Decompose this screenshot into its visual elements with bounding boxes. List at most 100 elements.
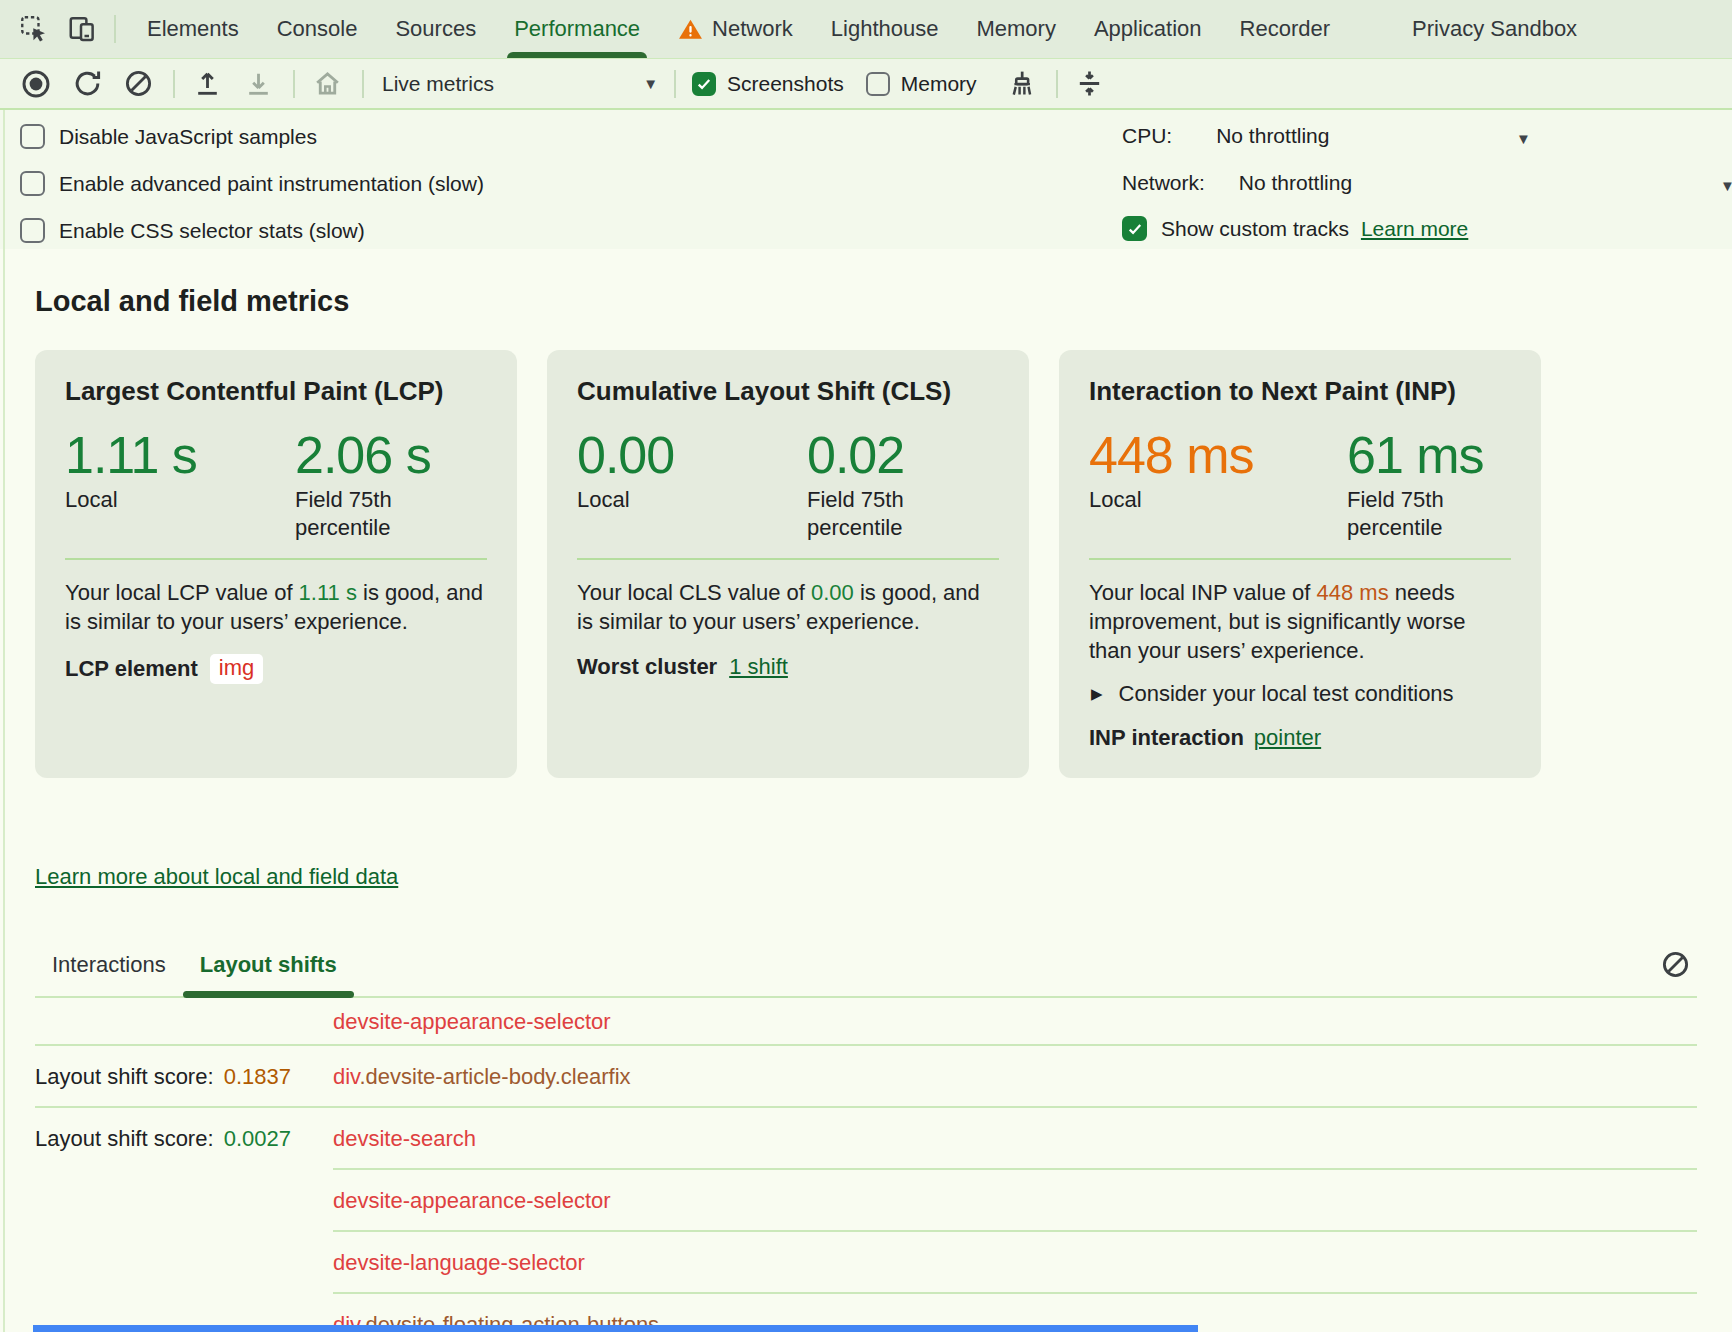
collapse-panel-button[interactable] <box>1074 68 1106 100</box>
check-icon <box>695 75 713 93</box>
cpu-throttling-select[interactable]: No throttling <box>1216 124 1329 148</box>
cpu-chevron-down-icon[interactable]: ▼ <box>1516 130 1531 147</box>
cls-card: Cumulative Layout Shift (CLS) 0.00 Local… <box>547 350 1029 778</box>
inp-card-title: Interaction to Next Paint (INP) <box>1089 376 1511 406</box>
tab-interactions[interactable]: Interactions <box>35 934 183 996</box>
learn-more-local-field-link[interactable]: Learn more about local and field data <box>35 864 398 889</box>
local-test-conditions-disclosure[interactable]: ▶ Consider your local test conditions <box>1089 681 1511 707</box>
cls-local-label: Local <box>577 486 727 514</box>
home-button[interactable] <box>311 68 343 100</box>
record-icon <box>20 68 52 100</box>
tab-sources[interactable]: Sources <box>376 0 495 58</box>
selection-highlight-bar <box>33 1325 1198 1332</box>
cpu-label: CPU: <box>1122 124 1172 148</box>
element-link[interactable]: div.devsite-article-body.clearfix <box>333 1064 631 1090</box>
score-label: Layout shift score: <box>35 1064 220 1089</box>
tab-memory[interactable]: Memory <box>957 0 1074 58</box>
clear-button[interactable] <box>122 68 154 100</box>
collapse-vertical-icon <box>1074 68 1105 99</box>
layout-shifts-list: devsite-appearance-selector Layout shift… <box>35 998 1697 1332</box>
memory-checkbox[interactable] <box>866 72 890 96</box>
tab-privacy-sandbox[interactable]: Privacy Sandbox <box>1393 0 1596 58</box>
custom-tracks-learn-more-link[interactable]: Learn more <box>1361 217 1468 241</box>
css-selector-stats-checkbox[interactable] <box>20 218 45 243</box>
divider <box>293 70 295 98</box>
inp-interaction-link[interactable]: pointer <box>1254 725 1321 751</box>
inp-local-value: 448 ms <box>1089 428 1337 482</box>
divider <box>577 558 999 560</box>
download-icon <box>243 68 274 99</box>
element-link[interactable]: devsite-search <box>333 1126 476 1152</box>
screenshots-checkbox[interactable] <box>692 72 716 96</box>
tab-layout-shifts[interactable]: Layout shifts <box>183 934 354 996</box>
cpu-throttling-row: CPU: No throttling <box>1122 124 1329 148</box>
divider <box>362 70 364 98</box>
tab-lighthouse[interactable]: Lighthouse <box>812 0 958 58</box>
tab-network[interactable]: Network <box>659 0 812 58</box>
tab-recorder[interactable]: Recorder <box>1221 0 1349 58</box>
network-chevron-down-icon[interactable]: ▼ <box>1720 177 1732 194</box>
inp-field-label: Field 75th percentile <box>1347 486 1497 542</box>
page-title: Local and field metrics <box>35 285 1697 318</box>
active-tab-indicator <box>507 52 647 58</box>
log-tabbar: Interactions Layout shifts <box>35 934 1697 998</box>
clear-icon <box>123 68 154 99</box>
network-label: Network: <box>1122 171 1205 195</box>
layout-shift-row: Layout shift score: 0.1837 div.devsite-a… <box>35 1046 1697 1108</box>
active-tab-indicator <box>183 991 354 998</box>
layout-shift-row: Layout shift score: 0.0027 devsite-searc… <box>35 1108 1697 1170</box>
disable-js-samples-label: Disable JavaScript samples <box>59 125 317 149</box>
devtools-tabbar: Elements Console Sources Performance Net… <box>0 0 1732 59</box>
clear-icon <box>1660 949 1691 980</box>
collect-garbage-button[interactable] <box>1005 68 1037 100</box>
toggle-device-toolbar-button[interactable] <box>64 11 100 47</box>
element-link[interactable]: devsite-language-selector <box>333 1250 585 1276</box>
inp-description: Your local INP value of 448 ms needs imp… <box>1089 578 1511 665</box>
device-toolbar-icon <box>67 14 97 44</box>
inp-card: Interaction to Next Paint (INP) 448 ms L… <box>1059 350 1541 778</box>
inspect-element-button[interactable] <box>16 11 52 47</box>
tab-console[interactable]: Console <box>258 0 377 58</box>
divider <box>1089 558 1511 560</box>
advanced-paint-checkbox[interactable] <box>20 171 45 196</box>
custom-tracks-row: Show custom tracks Learn more <box>1122 216 1468 241</box>
disclosure-triangle-icon: ▶ <box>1091 685 1103 703</box>
show-custom-tracks-label: Show custom tracks <box>1161 217 1349 241</box>
history-dropdown[interactable]: Live metrics ▼ <box>382 72 658 96</box>
worst-cluster-label: Worst cluster <box>577 654 717 680</box>
load-profile-button[interactable] <box>191 68 223 100</box>
upload-icon <box>192 68 223 99</box>
score-value: 0.0027 <box>224 1126 291 1151</box>
element-link[interactable]: devsite-appearance-selector <box>333 1188 611 1214</box>
disable-js-samples-checkbox[interactable] <box>20 124 45 149</box>
warning-icon <box>678 17 703 42</box>
worst-cluster-link[interactable]: 1 shift <box>729 654 788 680</box>
divider <box>173 70 175 98</box>
score-label: Layout shift score: <box>35 1126 220 1151</box>
layout-shift-row: devsite-language-selector <box>35 1232 1697 1294</box>
live-metrics-view: Local and field metrics Largest Contentf… <box>0 249 1732 1332</box>
advanced-paint-label: Enable advanced paint instrumentation (s… <box>59 172 484 196</box>
tab-application[interactable]: Application <box>1075 0 1221 58</box>
record-and-reload-button[interactable] <box>71 68 103 100</box>
network-throttling-select[interactable]: No throttling <box>1239 171 1352 195</box>
memory-checkbox-label: Memory <box>901 72 977 96</box>
save-profile-button[interactable] <box>242 68 274 100</box>
tab-elements[interactable]: Elements <box>128 0 258 58</box>
element-link[interactable]: devsite-appearance-selector <box>333 1009 611 1035</box>
check-icon <box>1126 220 1144 238</box>
lcp-element-link[interactable]: img <box>210 654 263 684</box>
record-button[interactable] <box>20 68 52 100</box>
divider <box>1056 70 1058 98</box>
lcp-local-label: Local <box>65 486 215 514</box>
network-throttling-row: Network: No throttling <box>1122 171 1352 195</box>
cls-field-label: Field 75th percentile <box>807 486 957 542</box>
tab-performance[interactable]: Performance <box>495 0 659 58</box>
home-icon <box>312 68 343 99</box>
clear-log-button[interactable] <box>1659 948 1691 980</box>
performance-toolbar: Live metrics ▼ Screenshots Memory <box>0 59 1732 110</box>
inspect-cursor-icon <box>19 14 49 44</box>
show-custom-tracks-checkbox[interactable] <box>1122 216 1147 241</box>
lcp-card: Largest Contentful Paint (LCP) 1.11 s Lo… <box>35 350 517 778</box>
layout-shift-row: devsite-appearance-selector <box>35 1170 1697 1232</box>
